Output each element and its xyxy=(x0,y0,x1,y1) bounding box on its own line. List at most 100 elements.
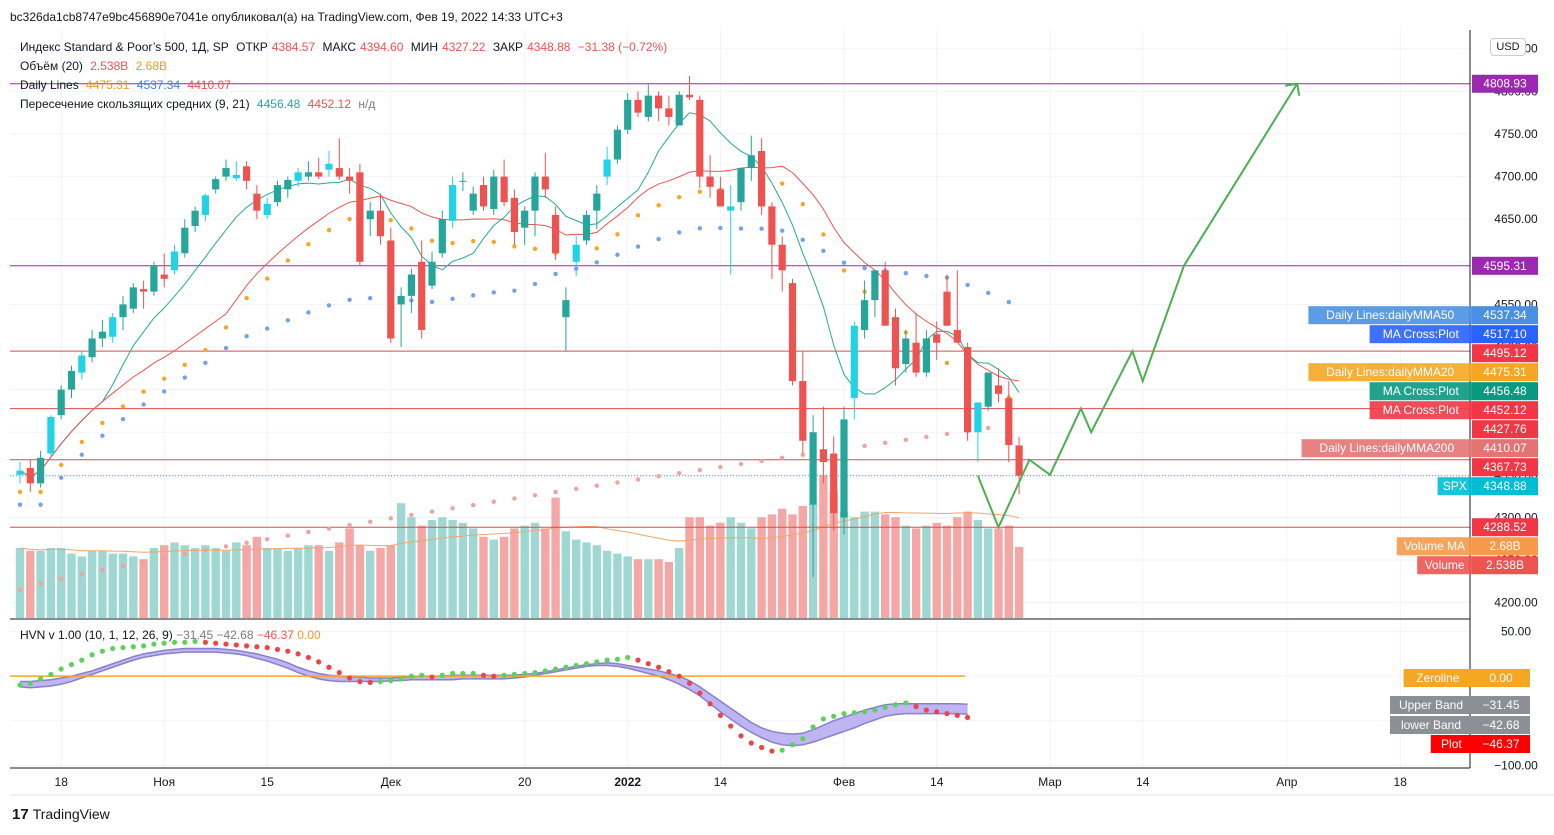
daily-mma50-dot xyxy=(285,318,290,323)
daily-mma200-dot xyxy=(203,547,208,553)
volume-bar xyxy=(293,548,303,618)
daily-mma200-dot xyxy=(491,499,496,504)
volume-bar xyxy=(242,545,251,618)
candle-body xyxy=(346,176,354,181)
volume-bar xyxy=(469,528,478,618)
osc-plot-dot xyxy=(377,678,384,685)
daily-mma200-dot xyxy=(635,477,641,482)
price-label-value: 4495.12 xyxy=(1483,346,1527,360)
candle-body xyxy=(366,210,374,220)
price-label-value: 4517.10 xyxy=(1483,327,1527,341)
osc-plot-dot xyxy=(285,648,291,654)
price-label-box xyxy=(1472,256,1538,275)
daily-mma20-dot xyxy=(244,295,249,301)
volume-bar xyxy=(129,556,138,618)
candle-body xyxy=(129,287,137,309)
candle-body xyxy=(634,99,642,113)
price-label-box xyxy=(1472,74,1538,93)
daily-mma50-dot xyxy=(59,475,64,480)
volume-bar xyxy=(510,528,519,618)
osc-plot-dot xyxy=(820,716,827,722)
osc-plot-dot xyxy=(192,638,198,644)
candle-body xyxy=(294,172,302,181)
candle-body xyxy=(479,185,488,207)
candle-body xyxy=(418,261,426,330)
volume-bar xyxy=(901,525,910,618)
price-label-value: 4456.48 xyxy=(1483,384,1527,398)
volume-bar xyxy=(891,517,900,618)
daily-mma50-dot xyxy=(1006,299,1011,305)
candle-body xyxy=(407,274,415,296)
daily-mma50-dot xyxy=(491,290,496,295)
osc-plot-dot xyxy=(717,712,724,718)
daily-mma200-dot xyxy=(615,480,620,485)
osc-label-value: −46.37 xyxy=(1482,737,1519,751)
daily-mma50-dot xyxy=(450,296,455,302)
daily-mma200-dot xyxy=(162,555,167,561)
legend-ma-cross: Пересечение скользящих средних (9, 21) 4… xyxy=(20,97,376,111)
volume-bar xyxy=(994,528,1003,618)
candle-body xyxy=(830,453,838,514)
daily-mma50-dot xyxy=(924,273,929,279)
daily-mma20-dot xyxy=(182,362,187,368)
osc-plot-dot xyxy=(686,680,693,686)
daily-mma200-dot xyxy=(718,464,723,470)
volume-bar xyxy=(695,517,704,618)
daily-mma20-dot xyxy=(697,189,702,194)
osc-plot-dot xyxy=(532,670,538,676)
axes: 4200.004250.004300.004350.004400.004450.… xyxy=(10,30,1554,796)
osc-plot-dot xyxy=(429,674,435,680)
candle-body xyxy=(799,381,807,441)
candle-body xyxy=(500,176,508,203)
x-tick-label: 2022 xyxy=(614,775,641,789)
candle-body xyxy=(438,219,446,254)
candle-body xyxy=(376,210,385,237)
volume-bar xyxy=(57,548,66,618)
daily-mma200-dot xyxy=(450,506,455,511)
daily-mma200-dot xyxy=(182,551,187,557)
osc-plot-dot xyxy=(666,669,672,675)
daily-mma200-dot xyxy=(697,467,702,473)
volume-bar xyxy=(314,545,323,618)
osc-plot-dot xyxy=(810,724,816,730)
daily-mma200-dot xyxy=(306,529,311,535)
candle-body xyxy=(449,185,457,221)
tradingview-logo-icon: 17 xyxy=(12,806,29,823)
osc-plot-dot xyxy=(862,709,868,715)
candle-body xyxy=(304,172,312,177)
candle-body xyxy=(809,432,817,505)
volume-ma-line xyxy=(19,511,1020,553)
volume-bar xyxy=(108,553,117,618)
candle-body xyxy=(912,342,920,373)
daily-mma20-dot xyxy=(265,276,270,281)
candle-body xyxy=(397,295,405,305)
osc-y-tick-label: 50.00 xyxy=(1501,625,1531,639)
tradingview-logo[interactable]: 17 TradingView xyxy=(12,806,110,823)
daily-mma20-dot xyxy=(635,213,641,218)
osc-plot-dot xyxy=(357,678,363,685)
osc-label-value: −31.45 xyxy=(1482,698,1519,712)
osc-label-name: lower Band xyxy=(1401,718,1461,732)
candle-body xyxy=(984,372,992,407)
candle-body xyxy=(706,176,714,187)
volume-bar xyxy=(1004,525,1013,618)
volume-bar xyxy=(160,545,169,618)
currency-badge[interactable]: USD xyxy=(1490,38,1526,56)
price-label-value: 4452.12 xyxy=(1483,403,1527,417)
x-tick-label: 18 xyxy=(1394,775,1408,789)
volume-bar xyxy=(561,531,571,618)
daily-mma50-dot xyxy=(594,260,599,265)
price-label-name: Daily Lines:dailyMMA50 xyxy=(1326,308,1454,322)
price-label-name: Volume MA xyxy=(1404,539,1465,553)
volume-bar xyxy=(675,548,684,618)
candle-body xyxy=(655,95,663,109)
daily-mma50-dot xyxy=(326,303,332,308)
candle-body xyxy=(47,416,55,454)
daily-mma200-dot xyxy=(944,431,950,437)
volume-bar xyxy=(850,517,859,618)
daily-mma50-dot xyxy=(429,299,435,305)
osc-label-box xyxy=(1390,696,1530,714)
osc-plot-dot xyxy=(769,748,775,754)
daily-mma20-dot xyxy=(79,439,85,445)
